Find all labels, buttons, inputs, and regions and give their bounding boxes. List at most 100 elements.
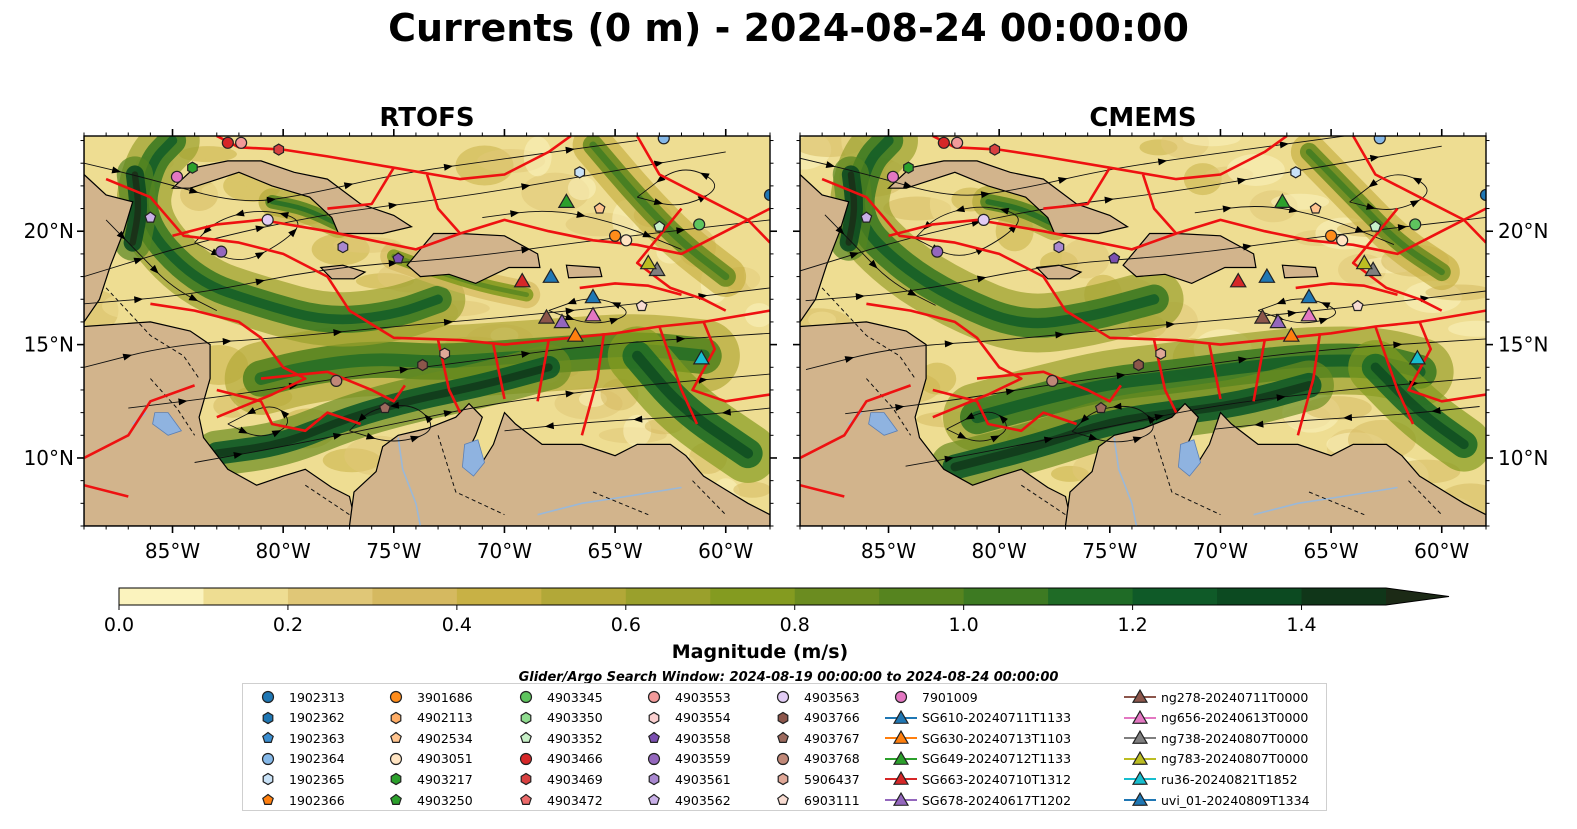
float-marker-4903558	[392, 252, 405, 264]
legend-item: 4903766	[766, 708, 860, 728]
map-panel-rtofs: RTOFS 85°W 80°W 75°W 70°W 65°W 60°W 20°N 15°N 10°…	[24, 103, 777, 563]
eez-boundary	[636, 136, 770, 244]
legend-item: 4903559	[637, 749, 731, 769]
legend-label: 1902313	[289, 689, 345, 705]
streamline-arrow	[357, 413, 367, 423]
colorbar-tick-label: 0.6	[611, 614, 641, 636]
y-tick-label: 15°N	[1498, 333, 1548, 357]
legend-label: 4903559	[675, 751, 731, 767]
streamline-arrow	[1288, 206, 1299, 214]
streamline-arrow	[266, 196, 277, 204]
float-marker-3901686	[608, 229, 622, 242]
legend-label: 4903217	[417, 771, 473, 787]
legend-symbol	[379, 790, 413, 810]
eez-boundary	[425, 174, 462, 235]
legend-item: 6903111	[766, 790, 860, 810]
float-marker-4903561	[337, 240, 349, 254]
glider-marker-uvi_01-20240809T1334	[542, 267, 560, 283]
legend-item: 4903768	[766, 749, 860, 769]
land-yucatan-north	[800, 173, 850, 323]
land-yucatan-north	[84, 173, 134, 323]
streamline-arrow	[1320, 302, 1331, 309]
streamline	[482, 210, 682, 250]
streamline	[824, 214, 936, 306]
eez-boundary	[658, 326, 699, 425]
legend-item: 4903767	[766, 728, 860, 748]
legend-item: 5906437	[766, 769, 860, 789]
float-marker-4903352	[653, 220, 666, 232]
float-marker-1902364	[657, 136, 670, 145]
legend-label: 1902364	[289, 751, 345, 767]
legend-item: SG663-20240710T1312	[884, 769, 1071, 789]
legend-symbol	[509, 790, 543, 810]
figure-title: Currents (0 m) - 2024-08-24 00:00:00	[388, 6, 1189, 50]
eez-boundary	[800, 483, 845, 498]
legend-symbol	[1123, 708, 1157, 728]
streamline-arrow	[990, 435, 1001, 443]
legend-symbol	[637, 769, 671, 789]
float-marker-4903766	[417, 358, 428, 372]
colorbar-bin	[541, 588, 627, 605]
streamline-arrow	[1409, 200, 1420, 208]
glider-marker-SG678-20240617T1202	[1269, 313, 1287, 329]
streamline-arrow	[1276, 394, 1286, 402]
legend-label: 4902534	[417, 730, 473, 746]
streamline-arrow	[1080, 414, 1090, 424]
streamline-arrow	[521, 246, 531, 254]
legend-symbol	[509, 749, 543, 769]
search-window-text: Glider/Argo Search Window: 2024-08-19 00…	[518, 670, 1059, 685]
legend-symbol	[1123, 728, 1157, 748]
streamline-arrow	[698, 376, 708, 384]
streamline-arrow	[1431, 407, 1441, 414]
streamline-arrow	[957, 431, 967, 439]
streamline-arrow	[1055, 331, 1065, 339]
legend-label: 4903466	[547, 751, 603, 767]
land-puerto-rico	[1281, 264, 1319, 279]
legend-item: 4903561	[637, 769, 731, 789]
float-marker-4903466	[221, 136, 234, 149]
float-marker-4903766	[1133, 358, 1144, 372]
speed-patch	[743, 254, 770, 295]
legend-symbol	[509, 708, 543, 728]
legend-label: 4903561	[675, 771, 731, 787]
float-marker-4903469	[989, 143, 1001, 156]
map-panel-cmems: CMEMS 85°W 80°W 75°W 70°W 65°W 60°W 20°N 15°N 10°…	[793, 103, 1548, 563]
panel-title: RTOFS	[379, 103, 474, 133]
legend-label: 1902365	[289, 771, 345, 787]
streamline-arrow	[835, 225, 845, 235]
streamline-arrow	[233, 452, 243, 459]
legend-symbol	[1123, 749, 1157, 769]
legend-item: 3901686	[379, 687, 473, 707]
eez-boundary	[105, 177, 770, 346]
legend-marker	[648, 773, 660, 786]
streamline-arrow	[388, 259, 398, 267]
float-marker-5906437	[1155, 347, 1167, 360]
legend-symbol	[766, 728, 800, 748]
streamline-arrow	[288, 228, 297, 238]
streamline-arrow	[1276, 297, 1287, 305]
legend-symbol	[1123, 790, 1157, 810]
legend-symbol	[884, 790, 918, 810]
legend-label: ng783-20240807T0000	[1161, 751, 1309, 767]
legend-label: 4903472	[547, 792, 603, 808]
streamline-arrow	[254, 252, 265, 260]
eez-boundary	[800, 384, 912, 460]
streamline-arrow	[510, 210, 520, 218]
glider-marker-ng656-20240613T0000	[1300, 306, 1318, 322]
legend-symbol	[1123, 687, 1157, 707]
x-tick-label: 85°W	[145, 539, 200, 563]
country-border	[1308, 491, 1365, 516]
eez-boundary	[1374, 326, 1415, 425]
legend-marker	[389, 690, 403, 704]
legend-item: 4903352	[509, 728, 603, 748]
y-tick-label: 10°N	[24, 446, 74, 470]
streamline-arrow	[999, 207, 1010, 215]
streamline-arrow	[424, 414, 433, 424]
legend-label: SG610-20240711T1133	[922, 710, 1072, 726]
legend-marker	[1131, 791, 1149, 806]
float-marker-4903563	[261, 213, 274, 226]
streamline-arrow	[202, 225, 212, 235]
legend-item: 4903554	[637, 708, 731, 728]
legend-label: 4903553	[675, 689, 731, 705]
colorbar-tick-label: 0.0	[104, 614, 134, 636]
